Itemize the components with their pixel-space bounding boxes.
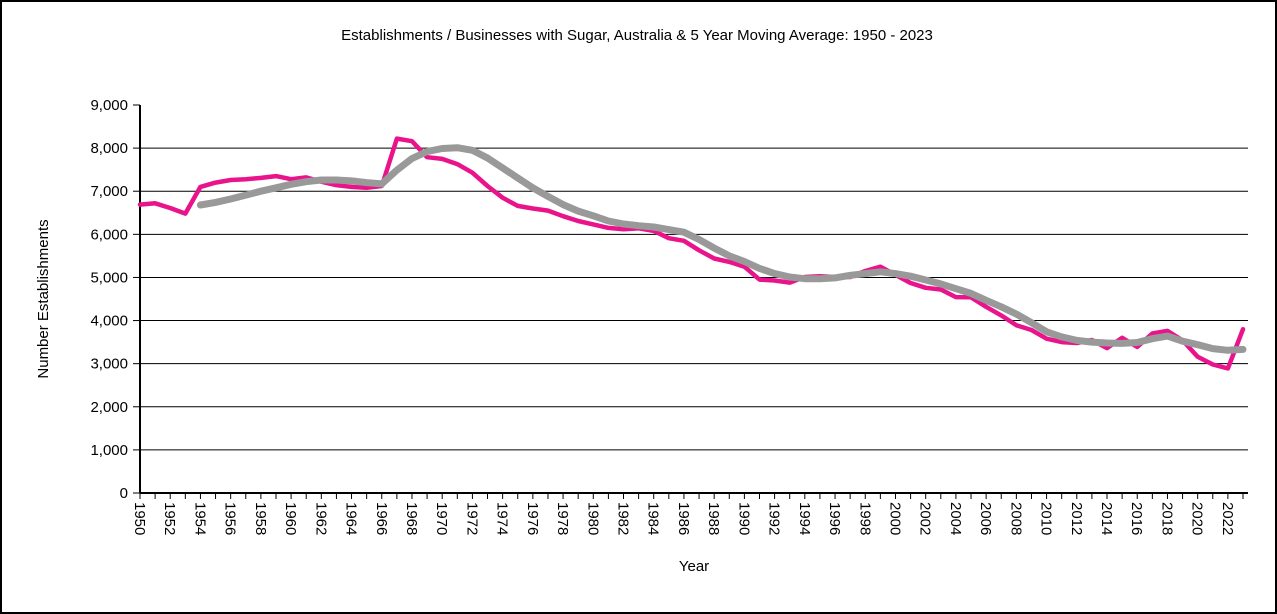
x-tick-label: 1990 [735, 502, 752, 535]
y-tick-label: 9,000 [90, 97, 128, 114]
y-tick-label: 2,000 [90, 399, 128, 416]
x-tick-label: 2012 [1068, 502, 1085, 535]
x-tick-label: 1950 [131, 502, 148, 535]
x-tick-label: 1974 [494, 502, 511, 535]
x-tick-label: 1964 [343, 502, 360, 535]
x-tick-label: 1998 [856, 502, 873, 535]
x-tick-label: 2020 [1189, 502, 1206, 535]
x-tick-label: 1952 [161, 502, 178, 535]
y-axis-title: Number Establishments [35, 219, 52, 378]
x-tick-label: 1980 [584, 502, 601, 535]
x-tick-label: 2018 [1158, 502, 1175, 535]
series-moving-average-line [196, 144, 1247, 354]
y-tick-label: 7,000 [90, 183, 128, 200]
x-tick-label: 1962 [312, 502, 329, 535]
x-tick-label: 1956 [222, 502, 239, 535]
y-tick-label: 8,000 [90, 140, 128, 157]
x-tick-label: 2008 [1007, 502, 1024, 535]
y-tick-label: 1,000 [90, 442, 128, 459]
x-tick-label: 1996 [826, 502, 843, 535]
x-tick-label: 2006 [977, 502, 994, 535]
x-axis-title: Year [679, 558, 709, 575]
x-tick-label: 1970 [433, 502, 450, 535]
x-tick-label: 1992 [766, 502, 783, 535]
x-tick-label: 1986 [675, 502, 692, 535]
x-tick-label: 2014 [1098, 502, 1115, 535]
x-tick-label: 2022 [1219, 502, 1236, 535]
y-tick-label: 3,000 [90, 356, 128, 373]
x-tick-label: 2016 [1128, 502, 1145, 535]
x-tick-label: 2000 [886, 502, 903, 535]
ticks-group [133, 104, 1244, 499]
x-tick-label: 2010 [1038, 502, 1055, 535]
y-tick-label: 4,000 [90, 313, 128, 330]
x-tick-label: 1954 [191, 502, 208, 535]
x-tick-label: 1958 [252, 502, 269, 535]
x-tick-label: 2002 [917, 502, 934, 535]
x-tick-label: 1968 [403, 502, 420, 535]
x-tick-label: 1978 [554, 502, 571, 535]
x-tick-label: 1972 [463, 502, 480, 535]
gridlines-group [140, 147, 1248, 451]
chart-title: Establishments / Businesses with Sugar, … [341, 27, 933, 44]
y-tick-label: 5,000 [90, 269, 128, 286]
axes-group [139, 105, 1248, 494]
x-tick-label: 1966 [373, 502, 390, 535]
x-tick-label: 1988 [705, 502, 722, 535]
x-tick-label: 2004 [947, 502, 964, 535]
series-establishments-line [137, 136, 1246, 371]
x-tick-label: 1982 [615, 502, 632, 535]
y-tick-label: 6,000 [90, 226, 128, 243]
x-tick-label: 1994 [796, 502, 813, 535]
x-tick-label: 1976 [524, 502, 541, 535]
y-tick-label: 0 [120, 485, 128, 502]
tick-labels-group: 0 1,000 2,000 3,000 4,000 5,000 6,000 7,000 8,00… [90, 97, 1235, 535]
x-tick-label: 1960 [282, 502, 299, 535]
series-group [137, 136, 1247, 371]
x-tick-label: 1984 [645, 502, 662, 535]
